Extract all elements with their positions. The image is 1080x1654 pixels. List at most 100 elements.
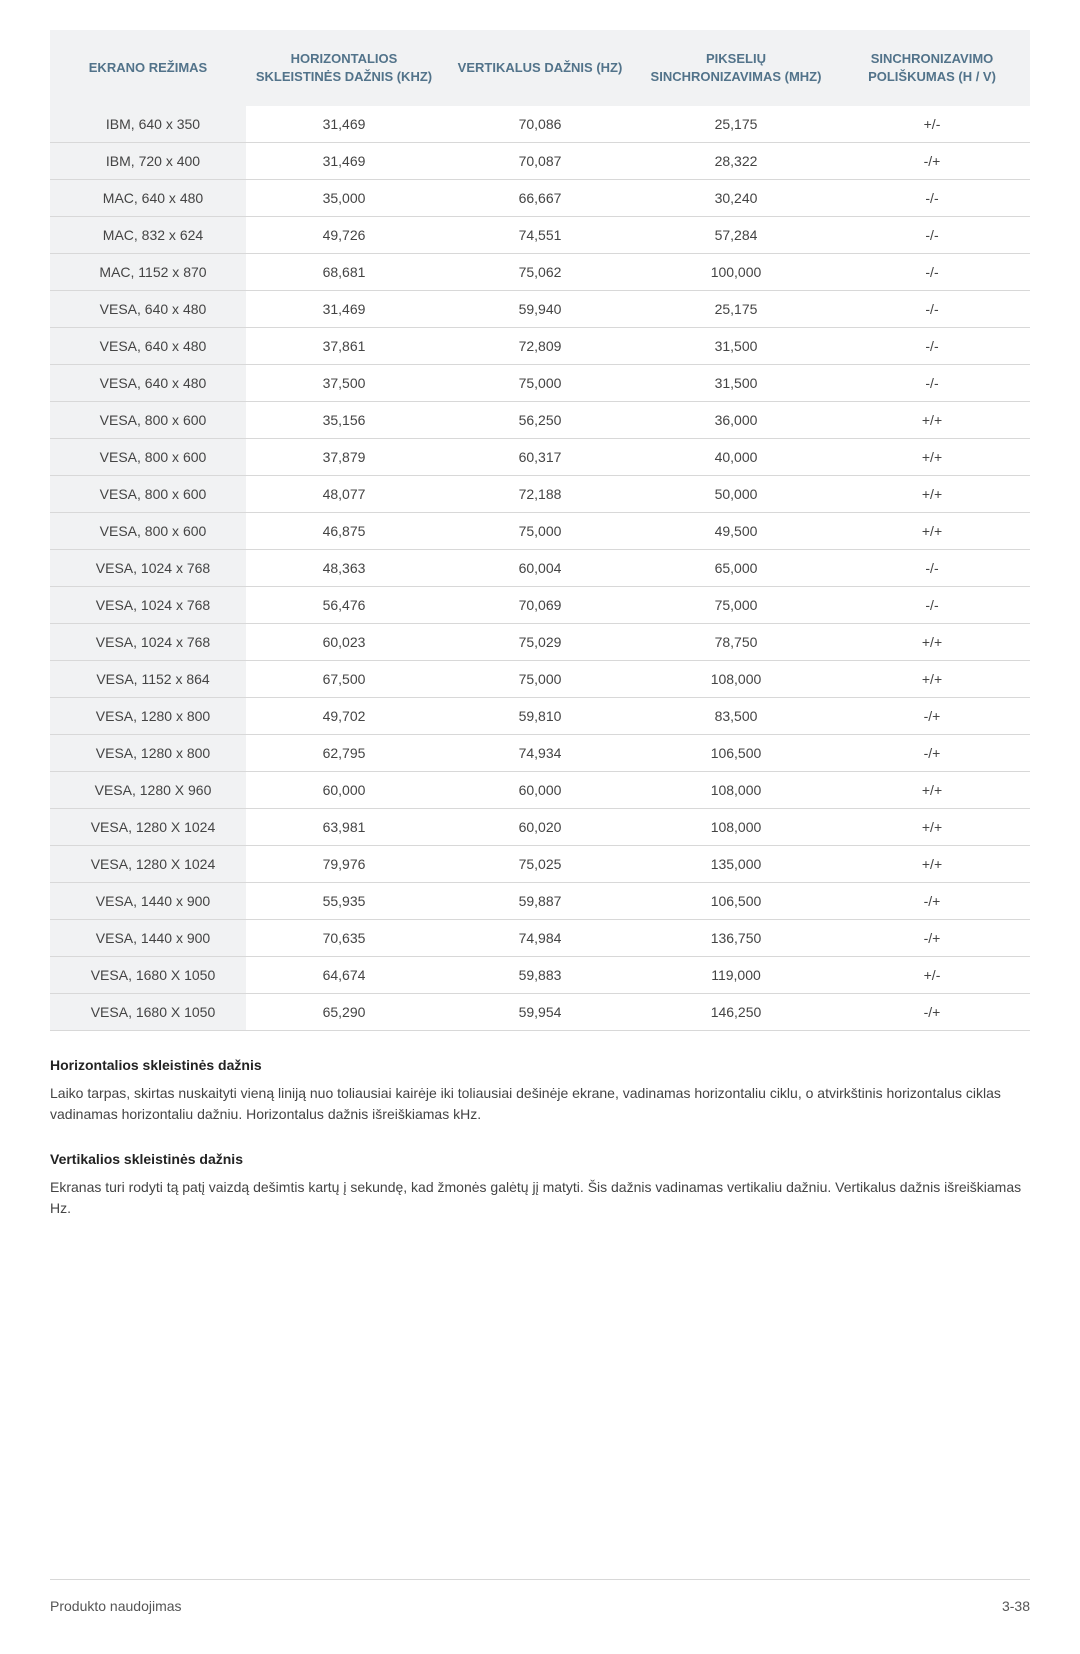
- table-cell: VESA, 1024 x 768: [50, 550, 246, 587]
- table-cell: VESA, 800 x 600: [50, 476, 246, 513]
- footer-left: Produkto naudojimas: [50, 1598, 182, 1614]
- table-cell: 136,750: [638, 920, 834, 957]
- table-cell: -/-: [834, 180, 1030, 217]
- table-row: VESA, 800 x 60048,07772,18850,000+/+: [50, 476, 1030, 513]
- table-cell: 70,069: [442, 587, 638, 624]
- table-cell: VESA, 1280 X 1024: [50, 846, 246, 883]
- table-cell: -/+: [834, 735, 1030, 772]
- table-cell: -/+: [834, 883, 1030, 920]
- table-row: MAC, 1152 x 87068,68175,062100,000-/-: [50, 254, 1030, 291]
- table-row: VESA, 1280 x 80049,70259,81083,500-/+: [50, 698, 1030, 735]
- table-cell: MAC, 640 x 480: [50, 180, 246, 217]
- table-cell: 74,984: [442, 920, 638, 957]
- table-cell: 72,188: [442, 476, 638, 513]
- table-cell: +/+: [834, 402, 1030, 439]
- table-cell: 65,290: [246, 994, 442, 1031]
- table-row: MAC, 640 x 48035,00066,66730,240-/-: [50, 180, 1030, 217]
- table-cell: VESA, 1024 x 768: [50, 624, 246, 661]
- table-cell: 60,023: [246, 624, 442, 661]
- table-cell: 49,500: [638, 513, 834, 550]
- table-cell: 67,500: [246, 661, 442, 698]
- table-row: VESA, 1024 x 76856,47670,06975,000-/-: [50, 587, 1030, 624]
- table-cell: VESA, 800 x 600: [50, 402, 246, 439]
- table-cell: VESA, 1280 x 800: [50, 735, 246, 772]
- table-row: VESA, 640 x 48037,86172,80931,500-/-: [50, 328, 1030, 365]
- table-row: VESA, 640 x 48031,46959,94025,175-/-: [50, 291, 1030, 328]
- section-1-body: Laiko tarpas, skirtas nuskaityti vieną l…: [50, 1083, 1030, 1125]
- table-cell: 135,000: [638, 846, 834, 883]
- table-cell: 75,025: [442, 846, 638, 883]
- table-row: VESA, 1152 x 86467,50075,000108,000+/+: [50, 661, 1030, 698]
- table-cell: 59,940: [442, 291, 638, 328]
- table-cell: 30,240: [638, 180, 834, 217]
- table-cell: 83,500: [638, 698, 834, 735]
- table-cell: 35,156: [246, 402, 442, 439]
- table-cell: 106,500: [638, 883, 834, 920]
- table-cell: -/+: [834, 920, 1030, 957]
- table-cell: 59,883: [442, 957, 638, 994]
- table-cell: 106,500: [638, 735, 834, 772]
- table-cell: 60,000: [246, 772, 442, 809]
- table-cell: +/+: [834, 809, 1030, 846]
- page-footer: Produkto naudojimas 3-38: [50, 1579, 1030, 1614]
- table-cell: 48,363: [246, 550, 442, 587]
- table-cell: -/-: [834, 217, 1030, 254]
- table-cell: 48,077: [246, 476, 442, 513]
- table-cell: +/+: [834, 624, 1030, 661]
- table-cell: +/+: [834, 772, 1030, 809]
- table-cell: 46,875: [246, 513, 442, 550]
- table-cell: VESA, 1280 X 960: [50, 772, 246, 809]
- table-cell: 59,810: [442, 698, 638, 735]
- table-cell: -/+: [834, 994, 1030, 1031]
- table-cell: VESA, 640 x 480: [50, 365, 246, 402]
- table-cell: -/-: [834, 254, 1030, 291]
- footer-page-number: 3-38: [1002, 1598, 1030, 1614]
- table-row: VESA, 1024 x 76848,36360,00465,000-/-: [50, 550, 1030, 587]
- table-cell: VESA, 640 x 480: [50, 328, 246, 365]
- table-row: VESA, 1280 x 80062,79574,934106,500-/+: [50, 735, 1030, 772]
- table-cell: 74,934: [442, 735, 638, 772]
- table-cell: +/+: [834, 661, 1030, 698]
- table-cell: 37,879: [246, 439, 442, 476]
- table-row: VESA, 640 x 48037,50075,00031,500-/-: [50, 365, 1030, 402]
- table-row: IBM, 720 x 40031,46970,08728,322-/+: [50, 143, 1030, 180]
- table-cell: 63,981: [246, 809, 442, 846]
- section-2-body: Ekranas turi rodyti tą patį vaizdą dešim…: [50, 1177, 1030, 1219]
- table-row: VESA, 1280 X 102479,97675,025135,000+/+: [50, 846, 1030, 883]
- table-cell: VESA, 1152 x 864: [50, 661, 246, 698]
- table-cell: +/-: [834, 106, 1030, 143]
- table-cell: IBM, 720 x 400: [50, 143, 246, 180]
- table-cell: 31,500: [638, 365, 834, 402]
- col-header-sync: SINCHRONIZAVIMO POLIŠKUMAS (H / V): [834, 30, 1030, 106]
- table-cell: 37,500: [246, 365, 442, 402]
- table-cell: MAC, 832 x 624: [50, 217, 246, 254]
- table-cell: 55,935: [246, 883, 442, 920]
- table-cell: 60,020: [442, 809, 638, 846]
- table-cell: VESA, 1440 x 900: [50, 883, 246, 920]
- table-cell: 50,000: [638, 476, 834, 513]
- table-cell: +/-: [834, 957, 1030, 994]
- table-cell: 74,551: [442, 217, 638, 254]
- table-cell: VESA, 1440 x 900: [50, 920, 246, 957]
- col-header-hfreq: HORIZONTALIOS SKLEISTINĖS DAŽNIS (KHZ): [246, 30, 442, 106]
- table-cell: 49,726: [246, 217, 442, 254]
- table-cell: 31,469: [246, 291, 442, 328]
- table-cell: 31,469: [246, 106, 442, 143]
- table-cell: VESA, 1280 x 800: [50, 698, 246, 735]
- table-cell: VESA, 800 x 600: [50, 513, 246, 550]
- table-row: VESA, 1024 x 76860,02375,02978,750+/+: [50, 624, 1030, 661]
- table-row: VESA, 800 x 60046,87575,00049,500+/+: [50, 513, 1030, 550]
- table-cell: 60,004: [442, 550, 638, 587]
- table-cell: 75,000: [442, 661, 638, 698]
- table-cell: 31,500: [638, 328, 834, 365]
- table-cell: 56,476: [246, 587, 442, 624]
- table-cell: 56,250: [442, 402, 638, 439]
- table-cell: IBM, 640 x 350: [50, 106, 246, 143]
- table-row: IBM, 640 x 35031,46970,08625,175+/-: [50, 106, 1030, 143]
- table-cell: 62,795: [246, 735, 442, 772]
- col-header-pixel: PIKSELIŲ SINCHRONIZAVIMAS (MHZ): [638, 30, 834, 106]
- table-cell: 108,000: [638, 809, 834, 846]
- table-row: VESA, 1440 x 90055,93559,887106,500-/+: [50, 883, 1030, 920]
- table-cell: 79,976: [246, 846, 442, 883]
- section-2-title: Vertikalios skleistinės dažnis: [50, 1151, 1030, 1167]
